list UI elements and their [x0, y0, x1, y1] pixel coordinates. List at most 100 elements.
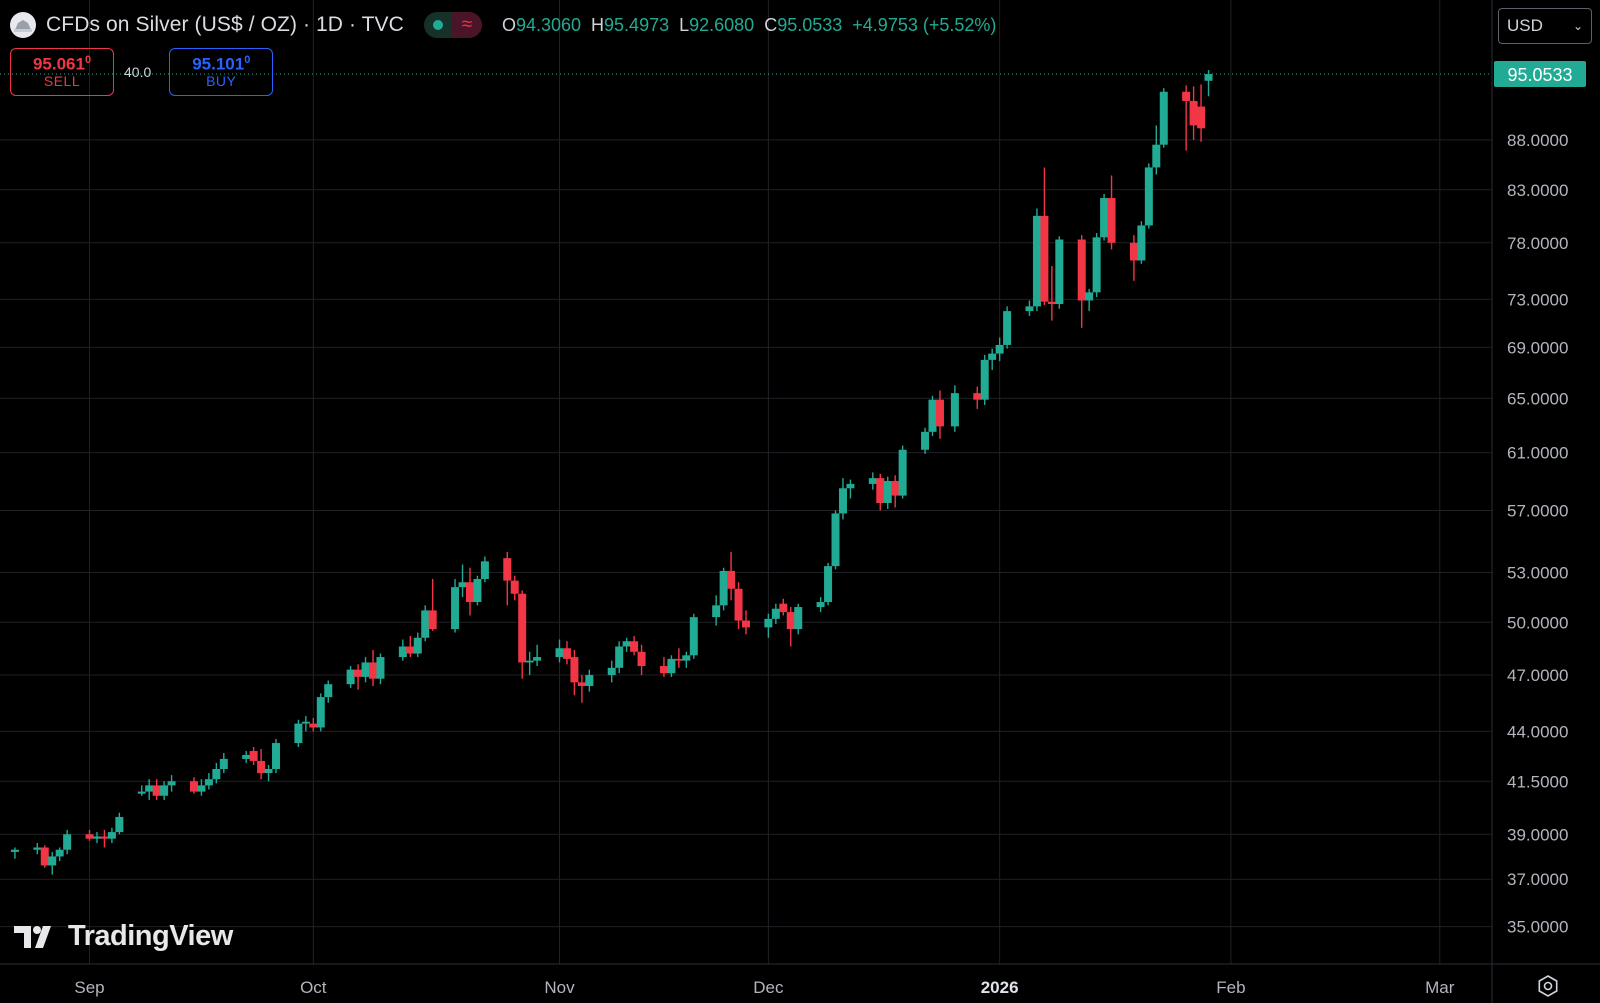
candle-body — [1197, 106, 1206, 129]
candle-body — [1040, 215, 1049, 302]
candle-body — [607, 667, 616, 676]
candle-body — [406, 646, 415, 654]
candle-body — [674, 658, 683, 661]
open-value: 94.3060 — [515, 14, 582, 35]
candle-body — [40, 847, 49, 866]
watermark-text: TradingView — [68, 920, 233, 952]
candle-body — [980, 359, 989, 400]
candle-body — [533, 657, 542, 661]
market-status[interactable]: ≈ — [423, 12, 482, 38]
candle-body — [204, 779, 213, 786]
candle-body — [369, 662, 377, 679]
candle-body — [137, 791, 146, 794]
candle-body — [630, 641, 639, 652]
candle-body — [115, 816, 124, 833]
candle-body — [1025, 306, 1034, 312]
candle-body — [465, 582, 474, 603]
candle-body — [1107, 198, 1116, 243]
market-open-dot-icon[interactable] — [423, 12, 452, 38]
candle-body — [428, 610, 437, 630]
candle-body — [816, 602, 825, 608]
candle-body — [585, 675, 594, 687]
spread-value: 40.0 — [124, 64, 152, 80]
candle-body — [309, 723, 318, 728]
sell-price: 95.0610 — [32, 54, 92, 74]
candle-body — [421, 610, 430, 638]
candle-body — [883, 481, 892, 503]
y-tick-label: 83.0000 — [1507, 181, 1568, 200]
candle-body — [831, 513, 840, 567]
chevron-down-icon: ⌄ — [1572, 19, 1583, 33]
candle-body — [100, 836, 109, 839]
candle-body — [1100, 198, 1109, 238]
candle-body — [264, 769, 273, 774]
low-key: L — [679, 14, 690, 35]
candle-body — [510, 580, 519, 594]
x-tick-label: 2026 — [981, 978, 1019, 997]
sell-label: SELL — [43, 73, 81, 90]
sell-button[interactable]: 95.0610 SELL — [10, 48, 114, 96]
candle-body — [189, 781, 198, 792]
candle-body — [1032, 215, 1041, 307]
candle-body — [1204, 74, 1213, 81]
candle-body — [361, 662, 370, 677]
candle-body — [376, 657, 385, 679]
candle-body — [1182, 91, 1191, 101]
candle-body — [107, 832, 116, 839]
candle-body — [562, 648, 571, 659]
candle-body — [242, 754, 251, 759]
candle-body — [838, 488, 847, 514]
symbol-title[interactable]: CFDs on Silver (US$ / OZ) · 1D · TVC — [46, 13, 404, 36]
y-tick-label: 61.0000 — [1507, 444, 1568, 463]
candle-body — [1055, 239, 1064, 305]
open-key: O — [501, 14, 516, 35]
candle-body — [935, 399, 944, 427]
candle-body — [1159, 91, 1168, 145]
candle-body — [398, 646, 407, 658]
candle-body — [63, 834, 72, 850]
candles-group — [10, 70, 1213, 875]
y-tick-label: 50.0000 — [1507, 613, 1568, 632]
candle-body — [458, 582, 467, 588]
candle-body — [1092, 237, 1101, 293]
tradingview-watermark[interactable]: TradingView — [14, 920, 233, 953]
candle-body — [898, 449, 907, 496]
candle-body — [742, 620, 750, 628]
candle-body — [212, 769, 221, 780]
currency-select[interactable]: USD ⌄ — [1498, 8, 1592, 44]
candle-body — [219, 758, 228, 770]
data-delay-icon[interactable]: ≈ — [451, 12, 482, 38]
candle-body — [950, 393, 959, 427]
buy-button[interactable]: 95.1010 BUY — [169, 48, 274, 96]
candle-body — [868, 478, 877, 484]
candle-body — [92, 836, 101, 839]
candle-body — [622, 641, 631, 647]
candle-body — [1137, 225, 1146, 261]
candle-body — [85, 834, 94, 839]
candle-body — [637, 651, 646, 667]
candle-body — [525, 660, 534, 663]
trade-panel: 95.0610 SELL 40.0 95.1010 BUY — [10, 48, 274, 96]
candle-body — [324, 684, 333, 698]
candle-body — [734, 588, 743, 621]
x-tick-label: Dec — [753, 978, 784, 997]
close-value: 95.0533 — [777, 14, 843, 35]
candle-body — [846, 483, 855, 489]
candle-body — [316, 697, 325, 728]
candle-body — [257, 760, 266, 774]
candle-body — [727, 570, 736, 589]
candle-body — [301, 721, 310, 724]
candle-body — [197, 785, 206, 792]
close-key: C — [764, 14, 778, 35]
candle-body — [145, 785, 154, 792]
y-tick-label: 78.0000 — [1507, 234, 1568, 253]
candle-body — [570, 657, 579, 683]
candle-body — [891, 481, 900, 496]
y-tick-label: 69.0000 — [1507, 338, 1568, 357]
currency-value: USD — [1507, 16, 1543, 35]
chart-settings-icon[interactable] — [1536, 974, 1560, 998]
candle-body — [33, 847, 42, 850]
candle-body — [824, 566, 833, 603]
candle-body — [480, 561, 489, 579]
